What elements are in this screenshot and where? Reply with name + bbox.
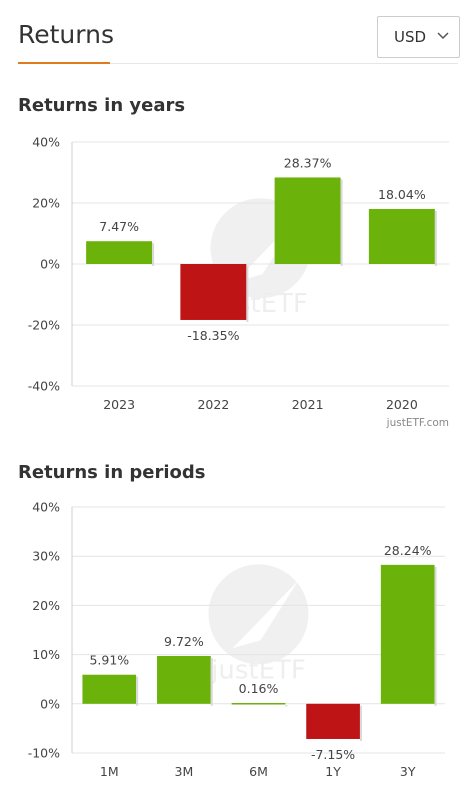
page-title: Returns: [18, 20, 114, 49]
title-underline-accent: [18, 62, 110, 64]
y-tick-label: -10%: [28, 746, 60, 761]
y-tick-label: -40%: [28, 379, 60, 394]
bar-1M: [82, 674, 137, 704]
bar-shadow: [246, 266, 249, 322]
data-label: 5.91%: [89, 653, 129, 668]
bar-2021: [274, 177, 341, 264]
bar-2022: [180, 264, 247, 320]
data-label: -18.35%: [187, 328, 239, 343]
x-tick-label: 3M: [175, 764, 194, 779]
data-label: 28.37%: [284, 155, 332, 170]
y-tick-label: 20%: [32, 598, 60, 613]
y-tick-label: -20%: [28, 318, 60, 333]
data-label: 0.16%: [239, 681, 279, 696]
bar-shadow: [285, 705, 288, 707]
bar-shadow: [340, 179, 343, 266]
chart-credit: justETF.com: [386, 417, 449, 429]
bar-1Y: [306, 703, 360, 739]
y-tick-label: 20%: [32, 196, 60, 211]
x-tick-label: 2020: [386, 397, 418, 412]
data-label: 9.72%: [164, 634, 204, 649]
bar-shadow: [434, 566, 437, 706]
x-tick-label: 1M: [100, 764, 119, 779]
bar-3M: [157, 655, 211, 704]
chart-returns-years: justETF40%20%0%-20%-40%7.47%2023-18.35%2…: [28, 135, 449, 429]
currency-select[interactable]: USD: [377, 16, 460, 58]
bar-3Y: [380, 564, 435, 704]
currency-select-value: USD: [394, 28, 427, 46]
svg-text:justETF: justETF: [210, 655, 306, 685]
x-tick-label: 6M: [249, 764, 268, 779]
data-label: 7.47%: [99, 219, 139, 234]
bar-2020: [368, 208, 435, 264]
data-label: -7.15%: [311, 747, 355, 762]
y-tick-label: 40%: [32, 135, 60, 150]
chart-returns-periods: justETF 40% 30% 20% 10% 0% -10% 5.91% 1M 9.72% 3M 0…: [28, 500, 445, 779]
x-tick-label: 3Y: [400, 764, 416, 779]
bar-shadow: [136, 676, 139, 706]
data-label: 18.04%: [378, 187, 426, 202]
y-tick-label: 0%: [40, 696, 60, 711]
title-underline: [110, 63, 458, 64]
justetf-watermark-logo: justETF: [208, 564, 309, 685]
y-tick-label: 40%: [32, 500, 60, 515]
section-title-years: Returns in years: [18, 95, 186, 116]
data-label: 28.24%: [384, 543, 432, 558]
section-title-periods: Returns in periods: [18, 462, 206, 483]
y-tick-label: 0%: [40, 257, 60, 272]
bar-shadow: [434, 210, 437, 266]
y-tick-label: 30%: [32, 549, 60, 564]
chevron-down-icon: [437, 32, 449, 40]
y-tick-label: 10%: [32, 647, 60, 662]
bar-shadow: [359, 705, 362, 741]
bar-2023: [86, 241, 153, 264]
bar-shadow: [210, 657, 213, 706]
x-tick-label: 2021: [292, 397, 324, 412]
bar-6M: [231, 703, 286, 705]
x-tick-label: 1Y: [325, 764, 341, 779]
x-tick-label: 2023: [103, 397, 135, 412]
bar-shadow: [152, 243, 155, 266]
x-tick-label: 2022: [197, 397, 229, 412]
